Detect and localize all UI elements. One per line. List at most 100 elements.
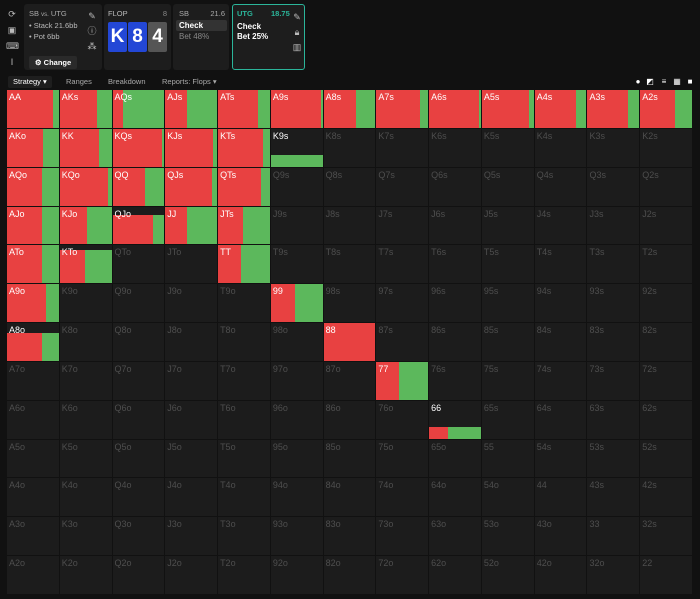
hand-cell-Q6s[interactable]: Q6s xyxy=(429,167,482,207)
tab-strategy[interactable]: Strategy ▾ xyxy=(8,76,52,88)
hand-cell-TT[interactable]: TT xyxy=(218,245,271,285)
hand-cell-T2s[interactable]: T2s xyxy=(640,245,693,285)
compact-view-icon[interactable]: ≡ xyxy=(661,77,667,86)
hand-cell-32o[interactable]: 32o xyxy=(587,556,641,595)
hand-cell-T4o[interactable]: T4o xyxy=(218,478,271,518)
hand-cell-63o[interactable]: 63o xyxy=(429,517,482,557)
hand-cell-A9s[interactable]: A9s xyxy=(270,90,324,129)
hand-cell-86s[interactable]: 86s xyxy=(429,323,482,362)
hand-cell-98o[interactable]: 98o xyxy=(270,323,324,362)
hand-cell-42s[interactable]: 42s xyxy=(640,478,693,518)
hand-cell-98s[interactable]: 98s xyxy=(323,284,377,324)
hand-cell-72s[interactable]: 72s xyxy=(640,361,693,401)
hand-cell-J3s[interactable]: J3s xyxy=(587,206,641,246)
info-icon[interactable]: ⓘ xyxy=(87,26,97,36)
hand-cell-85o[interactable]: 85o xyxy=(323,439,377,479)
hand-cell-KQo[interactable]: KQo xyxy=(59,167,113,207)
hand-cell-55[interactable]: 55 xyxy=(481,439,535,479)
hand-cell-42o[interactable]: 42o xyxy=(534,556,588,595)
hand-cell-65s[interactable]: 65s xyxy=(481,400,535,440)
hand-cell-74o[interactable]: 74o xyxy=(376,478,430,518)
hand-cell-53s[interactable]: 53s xyxy=(587,439,641,479)
hand-cell-T6o[interactable]: T6o xyxy=(218,400,271,440)
hand-cell-96s[interactable]: 96s xyxy=(429,284,482,324)
hand-cell-97o[interactable]: 97o xyxy=(270,361,324,401)
hand-cell-AQs[interactable]: AQs xyxy=(112,90,166,129)
hand-cell-T7s[interactable]: T7s xyxy=(376,245,430,285)
hand-cell-88[interactable]: 88 xyxy=(323,323,377,362)
hand-cell-T7o[interactable]: T7o xyxy=(218,361,271,401)
contrast-icon[interactable]: ◩ xyxy=(646,77,654,86)
hand-cell-AJs[interactable]: AJs xyxy=(165,90,219,129)
share-icon[interactable]: ⁂ xyxy=(87,41,97,51)
hand-cell-QTo[interactable]: QTo xyxy=(112,245,166,285)
hand-cell-KTs[interactable]: KTs xyxy=(218,128,271,168)
hand-cell-AKo[interactable]: AKo xyxy=(7,128,60,168)
hand-cell-A9o[interactable]: A9o xyxy=(7,284,60,324)
hand-cell-J5o[interactable]: J5o xyxy=(165,439,219,479)
hand-cell-A6o[interactable]: A6o xyxy=(7,400,60,440)
hand-cell-22[interactable]: 22 xyxy=(640,556,693,595)
hand-cell-A8o[interactable]: A8o xyxy=(7,323,60,362)
hand-cell-76o[interactable]: 76o xyxy=(376,400,430,440)
hand-cell-K7o[interactable]: K7o xyxy=(59,361,113,401)
hand-cell-ATs[interactable]: ATs xyxy=(218,90,271,129)
full-view-icon[interactable]: ■ xyxy=(687,77,693,86)
hand-cell-K4o[interactable]: K4o xyxy=(59,478,113,518)
hand-cell-Q7o[interactable]: Q7o xyxy=(112,361,166,401)
hand-cell-33[interactable]: 33 xyxy=(587,517,641,557)
bulb-icon[interactable]: ● xyxy=(635,77,641,86)
hand-cell-A3s[interactable]: A3s xyxy=(587,90,641,129)
flop-panel[interactable]: FLOP 8 K 8 4 xyxy=(104,4,171,70)
lock-icon[interactable]: 🔒︎ xyxy=(294,27,300,37)
sb-action-bet[interactable]: Bet 48% xyxy=(179,32,210,41)
hand-cell-A4s[interactable]: A4s xyxy=(534,90,588,129)
hand-cell-82o[interactable]: 82o xyxy=(323,556,377,595)
hand-cell-77[interactable]: 77 xyxy=(376,361,430,401)
hand-cell-A8s[interactable]: A8s xyxy=(323,90,377,129)
hand-cell-QJo[interactable]: QJo xyxy=(112,206,166,246)
hand-cell-ATo[interactable]: ATo xyxy=(7,245,60,285)
hand-cell-97s[interactable]: 97s xyxy=(376,284,430,324)
hand-cell-AJo[interactable]: AJo xyxy=(7,206,60,246)
hand-cell-T3o[interactable]: T3o xyxy=(218,517,271,557)
hand-cell-99[interactable]: 99 xyxy=(270,284,324,324)
hand-cell-Q9s[interactable]: Q9s xyxy=(270,167,324,207)
hand-cell-96o[interactable]: 96o xyxy=(270,400,324,440)
hand-cell-84s[interactable]: 84s xyxy=(534,323,588,362)
hand-cell-J6s[interactable]: J6s xyxy=(429,206,482,246)
hand-cell-95o[interactable]: 95o xyxy=(270,439,324,479)
hand-cell-43s[interactable]: 43s xyxy=(587,478,641,518)
hand-cell-J3o[interactable]: J3o xyxy=(165,517,219,557)
hand-cell-87o[interactable]: 87o xyxy=(323,361,377,401)
save-icon[interactable]: ▣ xyxy=(7,25,17,35)
hand-cell-K2o[interactable]: K2o xyxy=(59,556,113,595)
hand-cell-JTs[interactable]: JTs xyxy=(218,206,271,246)
hand-cell-T8s[interactable]: T8s xyxy=(323,245,377,285)
hand-cell-J8s[interactable]: J8s xyxy=(323,206,377,246)
hand-cell-QJs[interactable]: QJs xyxy=(165,167,219,207)
hand-cell-JTo[interactable]: JTo xyxy=(165,245,219,285)
hand-cell-T6s[interactable]: T6s xyxy=(429,245,482,285)
hand-cell-A2s[interactable]: A2s xyxy=(640,90,693,129)
hand-cell-86o[interactable]: 86o xyxy=(323,400,377,440)
hand-cell-83s[interactable]: 83s xyxy=(587,323,641,362)
hand-cell-T3s[interactable]: T3s xyxy=(587,245,641,285)
hand-cell-93s[interactable]: 93s xyxy=(587,284,641,324)
hand-cell-32s[interactable]: 32s xyxy=(640,517,693,557)
hand-cell-Q8s[interactable]: Q8s xyxy=(323,167,377,207)
hand-cell-87s[interactable]: 87s xyxy=(376,323,430,362)
hand-cell-93o[interactable]: 93o xyxy=(270,517,324,557)
hand-cell-A2o[interactable]: A2o xyxy=(7,556,60,595)
hand-cell-J4o[interactable]: J4o xyxy=(165,478,219,518)
hand-cell-63s[interactable]: 63s xyxy=(587,400,641,440)
hand-cell-A3o[interactable]: A3o xyxy=(7,517,60,557)
hand-cell-92s[interactable]: 92s xyxy=(640,284,693,324)
change-button[interactable]: ⚙ Change xyxy=(29,56,77,69)
hand-cell-44[interactable]: 44 xyxy=(534,478,588,518)
hand-cell-76s[interactable]: 76s xyxy=(429,361,482,401)
hand-cell-KJo[interactable]: KJo xyxy=(59,206,113,246)
hand-cell-Q2o[interactable]: Q2o xyxy=(112,556,166,595)
pencil-icon[interactable]: ✎ xyxy=(88,11,96,21)
grid-view-icon[interactable]: ▦ xyxy=(673,77,681,86)
